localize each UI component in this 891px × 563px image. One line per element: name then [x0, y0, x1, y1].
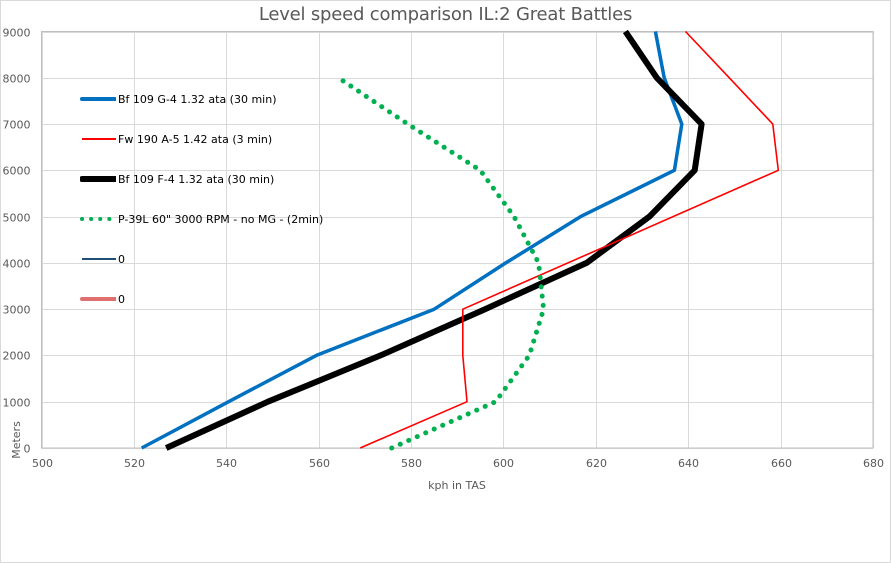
y-tick-label: 2000: [3, 350, 31, 363]
axes: 500 520 540 560 580 600 620 640 660 680 0 1000 2000 3…: [3, 27, 885, 471]
plot-area-border: [41, 31, 874, 449]
legend-swatch-navy-thin: [82, 258, 116, 260]
y-tick-label: 7000: [3, 119, 31, 132]
x-tick-label: 540: [216, 457, 237, 470]
x-tick-label: 620: [586, 457, 607, 470]
y-tick-label: 8000: [3, 73, 31, 86]
legend-swatch-salmon-thick: [80, 297, 116, 301]
y-tick-label: 3000: [3, 304, 31, 317]
y-tick-label: 5000: [3, 212, 31, 225]
legend-item-bf109f4[interactable]: Bf 109 F-4 1.32 ata (30 min): [80, 169, 274, 189]
legend-swatch-red-thin: [82, 138, 116, 140]
y-tick-label: 6000: [3, 165, 31, 178]
legend-label: Bf 109 F-4 1.32 ata (30 min): [118, 172, 275, 186]
x-tick-label: 680: [863, 457, 884, 470]
y-tick-label: 9000: [3, 27, 31, 40]
legend-label: Bf 109 G-4 1.32 ata (30 min): [118, 92, 277, 106]
y-tick-label: 4000: [3, 258, 31, 271]
legend-item-bf109g4[interactable]: Bf 109 G-4 1.32 ata (30 min): [80, 89, 277, 109]
x-tick-label: 500: [32, 457, 53, 470]
legend-item-zero-1[interactable]: 0: [80, 249, 125, 269]
series-line: [140, 31, 684, 450]
x-tick-label: 560: [309, 457, 330, 470]
x-axis-label: kph in TAS: [428, 479, 486, 492]
series-lines: [140, 29, 780, 451]
y-tick-label: 0: [24, 443, 31, 456]
legend-label: Fw 190 A-5 1.42 ata (3 min): [118, 132, 273, 146]
chart-title: Level speed comparison IL:2 Great Battle…: [258, 4, 633, 25]
legend-item-zero-2[interactable]: 0: [80, 289, 125, 309]
x-tick-label: 640: [678, 457, 699, 470]
legend-swatch-green-dotted: [80, 217, 116, 221]
legend-item-p39l[interactable]: P-39L 60" 3000 RPM - no MG - (2min): [80, 209, 323, 229]
legend-label: 0: [118, 292, 125, 306]
x-tick-label: 600: [493, 457, 514, 470]
legend-item-fw190a5[interactable]: Fw 190 A-5 1.42 ata (3 min): [80, 129, 272, 149]
y-axis-label: Meters: [10, 421, 23, 459]
gridlines: [41, 31, 874, 449]
legend-swatch-blue-thick: [80, 97, 116, 101]
legend-label: 0: [118, 252, 125, 266]
series-line: [336, 75, 547, 451]
y-tick-label: 1000: [3, 397, 31, 410]
legend-label: P-39L 60" 3000 RPM - no MG - (2min): [118, 212, 324, 226]
legend-swatch-black-thick: [80, 176, 116, 182]
series-line: [359, 30, 780, 449]
x-tick-label: 580: [401, 457, 422, 470]
series-line: [164, 29, 705, 451]
x-tick-label: 520: [124, 457, 145, 470]
x-tick-label: 660: [771, 457, 792, 470]
